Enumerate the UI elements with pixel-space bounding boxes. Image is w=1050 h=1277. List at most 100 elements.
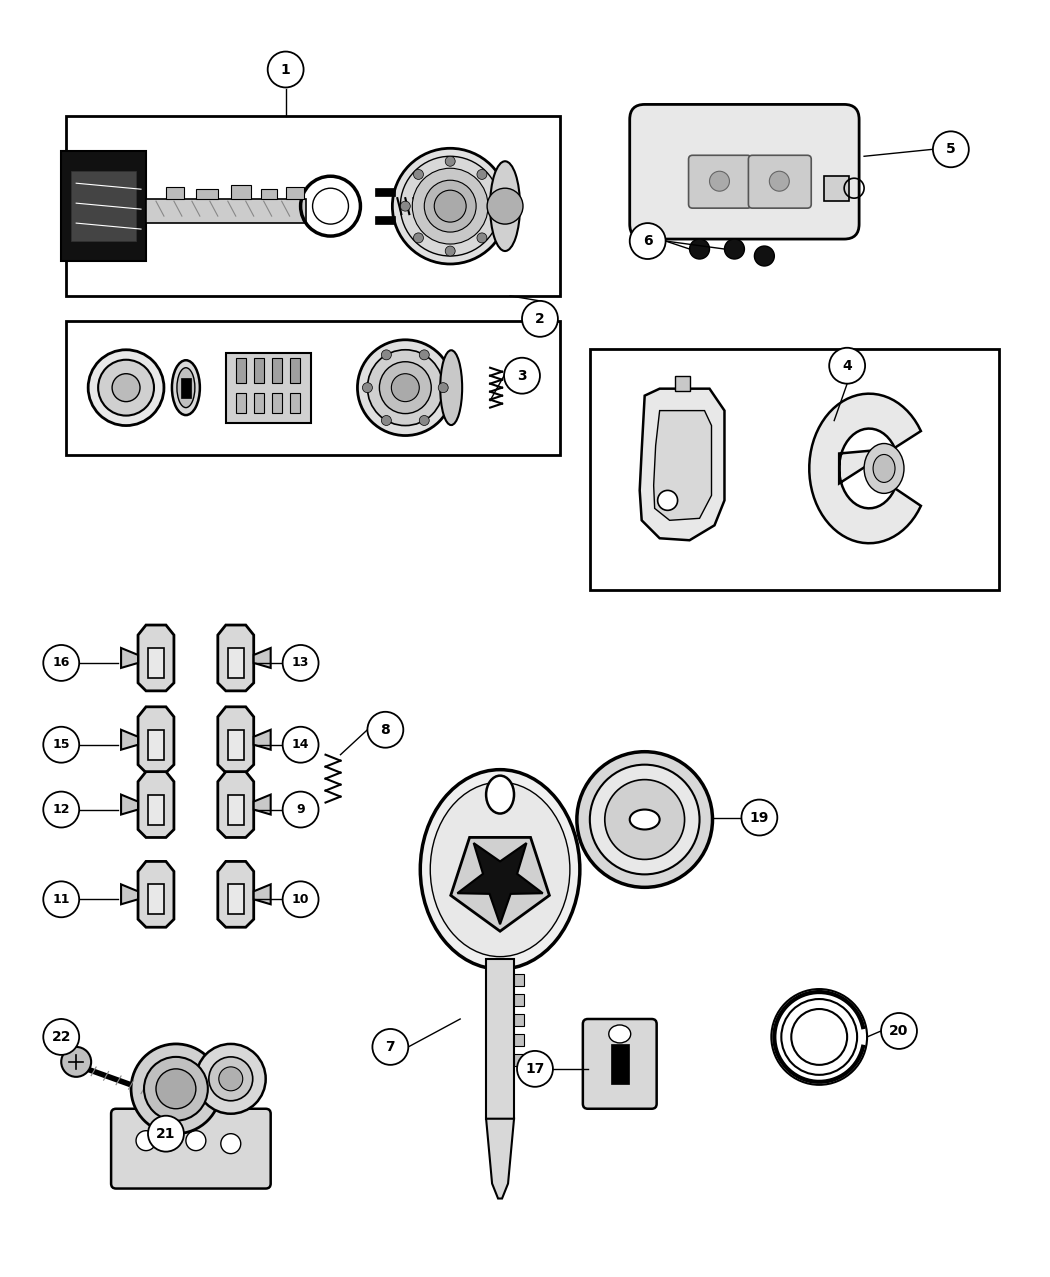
Circle shape (414, 170, 423, 179)
Bar (228, 794, 244, 825)
Bar (228, 647, 244, 678)
Bar (231, 185, 251, 199)
Circle shape (136, 1130, 156, 1151)
Circle shape (657, 490, 677, 511)
Ellipse shape (864, 443, 904, 493)
Text: 11: 11 (52, 893, 70, 905)
Circle shape (368, 350, 443, 425)
Circle shape (218, 1066, 243, 1091)
Polygon shape (121, 647, 138, 668)
Circle shape (424, 180, 476, 232)
Circle shape (477, 232, 487, 243)
Circle shape (605, 780, 685, 859)
FancyBboxPatch shape (630, 105, 859, 239)
Polygon shape (217, 706, 254, 773)
Circle shape (379, 361, 432, 414)
Bar (376, 216, 396, 223)
Circle shape (477, 170, 487, 179)
Circle shape (414, 232, 423, 243)
Bar (196, 189, 217, 199)
Circle shape (419, 350, 429, 360)
Bar (228, 885, 244, 914)
Bar (148, 885, 164, 914)
Circle shape (754, 246, 774, 266)
Polygon shape (810, 393, 921, 543)
Polygon shape (138, 706, 174, 773)
Circle shape (131, 1043, 220, 1134)
Circle shape (881, 1013, 917, 1048)
Bar (260, 189, 276, 199)
Text: 10: 10 (292, 893, 310, 905)
Bar (228, 729, 244, 760)
Bar (376, 188, 396, 197)
Polygon shape (450, 838, 549, 931)
Bar (272, 392, 281, 412)
Bar (514, 994, 524, 1006)
Bar (148, 794, 164, 825)
Polygon shape (254, 885, 271, 904)
Bar (514, 1034, 524, 1046)
Bar (611, 1043, 629, 1084)
Circle shape (830, 347, 865, 383)
Text: 2: 2 (536, 312, 545, 326)
Polygon shape (654, 411, 712, 520)
Circle shape (393, 148, 508, 264)
Circle shape (43, 645, 79, 681)
FancyBboxPatch shape (749, 156, 812, 208)
Circle shape (156, 1069, 196, 1108)
Circle shape (490, 202, 500, 211)
Circle shape (112, 374, 140, 402)
Polygon shape (217, 771, 254, 838)
Polygon shape (121, 885, 138, 904)
Circle shape (445, 156, 456, 166)
Polygon shape (217, 624, 254, 691)
Circle shape (770, 171, 790, 192)
Bar (514, 974, 524, 986)
Circle shape (61, 1047, 91, 1077)
Circle shape (522, 301, 558, 337)
Text: 16: 16 (52, 656, 70, 669)
Circle shape (435, 190, 466, 222)
Ellipse shape (609, 1025, 631, 1043)
Ellipse shape (420, 770, 580, 969)
Polygon shape (458, 843, 543, 925)
Circle shape (357, 340, 454, 435)
Bar (148, 729, 164, 760)
Bar (514, 1014, 524, 1025)
Circle shape (576, 752, 713, 888)
Polygon shape (138, 624, 174, 691)
Circle shape (43, 792, 79, 827)
Circle shape (400, 202, 411, 211)
Circle shape (445, 246, 456, 255)
Text: 8: 8 (380, 723, 391, 737)
Ellipse shape (172, 360, 200, 415)
Polygon shape (254, 647, 271, 668)
Bar (181, 378, 191, 397)
Bar (254, 392, 264, 412)
Circle shape (282, 727, 318, 762)
Circle shape (400, 156, 500, 255)
Ellipse shape (176, 368, 195, 407)
Bar (272, 358, 281, 383)
Circle shape (710, 171, 730, 192)
Text: 21: 21 (156, 1126, 175, 1140)
Polygon shape (254, 794, 271, 815)
Circle shape (196, 1043, 266, 1114)
Circle shape (209, 1057, 253, 1101)
Bar (254, 358, 264, 383)
Circle shape (487, 188, 523, 223)
Circle shape (590, 765, 699, 875)
Circle shape (381, 415, 392, 425)
Text: 6: 6 (643, 234, 652, 248)
Circle shape (362, 383, 373, 392)
Circle shape (144, 1057, 208, 1121)
Bar (236, 358, 246, 383)
Circle shape (517, 1051, 553, 1087)
Text: 12: 12 (52, 803, 70, 816)
Ellipse shape (630, 810, 659, 830)
Text: 9: 9 (296, 803, 304, 816)
Text: 4: 4 (842, 359, 852, 373)
Bar (674, 375, 690, 391)
Bar (824, 176, 849, 202)
Ellipse shape (874, 455, 895, 483)
